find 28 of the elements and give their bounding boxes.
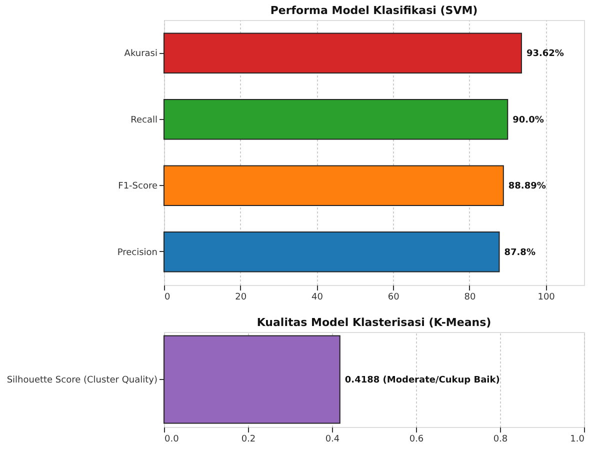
- bar: [164, 232, 500, 272]
- data-label: 88.89%: [508, 182, 546, 192]
- y-tick-label: Silhouette Score (Cluster Quality): [6, 376, 158, 386]
- x-tick-label: 0.8: [493, 434, 508, 444]
- x-tick-label: 60: [388, 292, 400, 302]
- y-tick-label: F1-Score: [118, 182, 158, 192]
- x-tick-label: 40: [312, 292, 324, 302]
- y-tick-label: Precision: [117, 248, 158, 258]
- x-tick-label: 0: [164, 292, 170, 302]
- x-tick-label: 0.6: [409, 434, 424, 444]
- data-label: 0.4188 (Moderate/Cukup Baik): [344, 376, 500, 386]
- x-tick-label: 0.0: [164, 434, 180, 444]
- chart-title: Performa Model Klasifikasi (SVM): [270, 4, 478, 17]
- x-tick-label: 20: [235, 292, 247, 302]
- x-tick-label: 0.4: [325, 434, 340, 444]
- x-tick-label: 0.2: [241, 434, 256, 444]
- chart-title: Kualitas Model Klasterisasi (K-Means): [256, 316, 492, 329]
- x-tick-label: 100: [538, 292, 556, 302]
- bar: [164, 32, 522, 74]
- y-tick-label: Recall: [130, 115, 158, 126]
- data-label: 90.0%: [512, 115, 544, 126]
- y-tick-label: Akurasi: [124, 49, 158, 60]
- bar: [164, 99, 508, 140]
- x-tick-label: 1.0: [570, 434, 585, 444]
- data-label: 87.8%: [504, 248, 536, 258]
- x-tick-label: 80: [464, 292, 476, 302]
- data-label: 93.62%: [526, 49, 564, 60]
- bar: [164, 165, 504, 206]
